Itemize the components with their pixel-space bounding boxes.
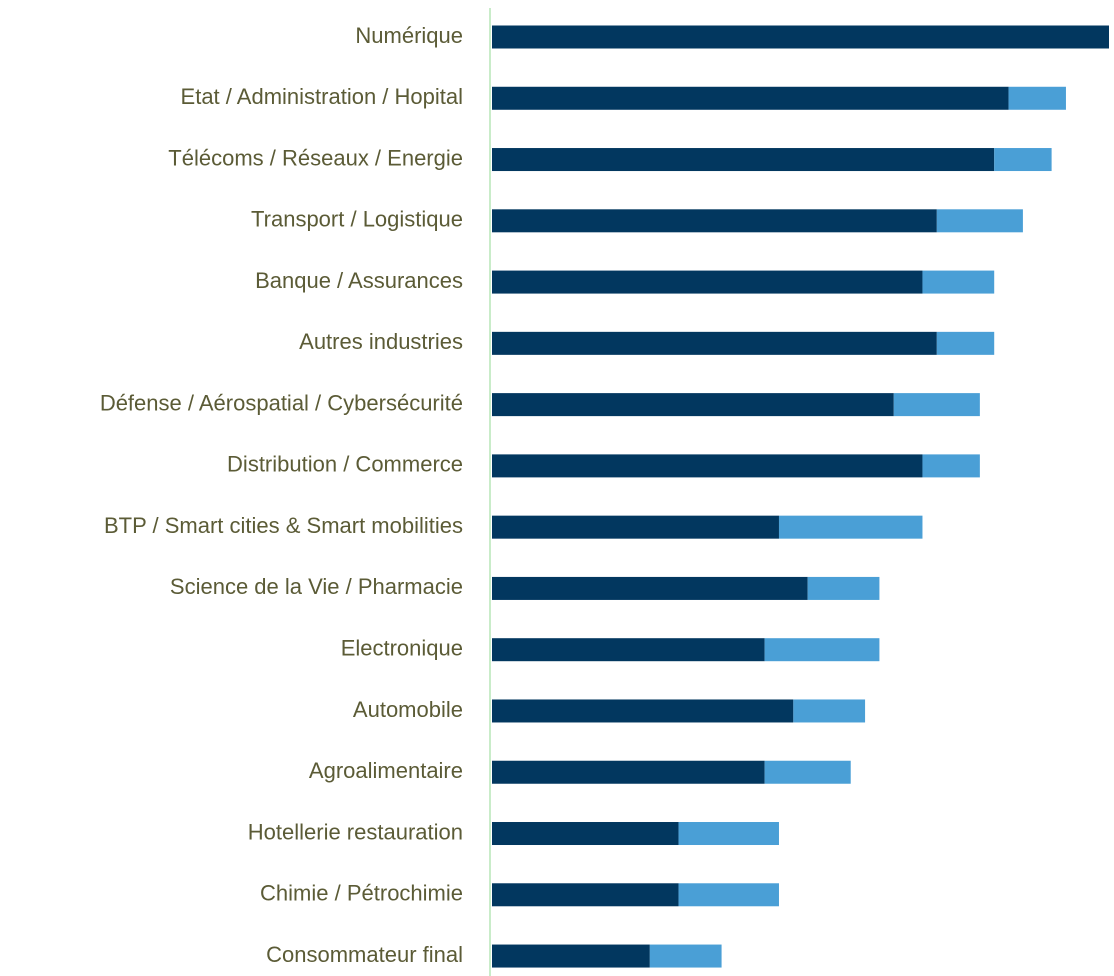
bar-segment xyxy=(492,944,650,968)
bar-segment xyxy=(649,944,722,968)
bar-segment xyxy=(492,393,894,417)
bar-segment xyxy=(994,148,1052,172)
bar-segment xyxy=(936,209,1023,233)
category-label: Science de la Vie / Pharmacie xyxy=(170,574,463,599)
category-label: Agroalimentaire xyxy=(309,758,463,783)
category-label: Distribution / Commerce xyxy=(227,452,463,477)
bar-segment xyxy=(492,822,679,846)
bar-segment xyxy=(922,454,980,478)
category-label: Autres industries xyxy=(299,329,463,354)
category-label: Transport / Logistique xyxy=(251,207,463,232)
category-label: Consommateur final xyxy=(266,942,463,967)
category-label: Hotellerie restauration xyxy=(248,819,463,844)
bar-segment xyxy=(936,331,995,355)
bar-segment xyxy=(807,576,880,600)
category-label: Automobile xyxy=(353,697,463,722)
bar-segment xyxy=(778,515,923,539)
category-label: Numérique xyxy=(355,23,463,48)
bar-segment xyxy=(492,270,923,294)
category-label: BTP / Smart cities & Smart mobilities xyxy=(104,513,463,538)
category-label: Télécoms / Réseaux / Energie xyxy=(168,145,463,170)
bar-segment xyxy=(492,148,995,172)
bar-segment xyxy=(492,209,937,233)
category-label: Défense / Aérospatial / Cybersécurité xyxy=(100,390,463,415)
bar-segment xyxy=(922,270,995,294)
category-label: Etat / Administration / Hopital xyxy=(181,84,463,109)
bar-segment xyxy=(893,393,980,417)
bar-segment xyxy=(793,699,866,723)
bar-segment xyxy=(492,25,1109,49)
bar-segment xyxy=(492,515,779,539)
category-label: Chimie / Pétrochimie xyxy=(260,881,463,906)
bar-segment xyxy=(492,760,765,784)
bar-segment xyxy=(492,454,923,478)
bar-segment xyxy=(492,638,765,662)
bar-segment xyxy=(678,822,779,846)
bar-segment xyxy=(678,883,779,907)
bar-segment xyxy=(764,638,880,662)
category-label: Banque / Assurances xyxy=(255,268,463,293)
category-label: Electronique xyxy=(341,636,463,661)
bar-segment xyxy=(492,699,794,723)
bar-segment xyxy=(1008,86,1066,110)
bar-segment xyxy=(764,760,851,784)
bar-segment xyxy=(492,576,808,600)
bar-segment xyxy=(492,883,679,907)
bar-segment xyxy=(492,331,937,355)
bar-segment xyxy=(492,86,1009,110)
